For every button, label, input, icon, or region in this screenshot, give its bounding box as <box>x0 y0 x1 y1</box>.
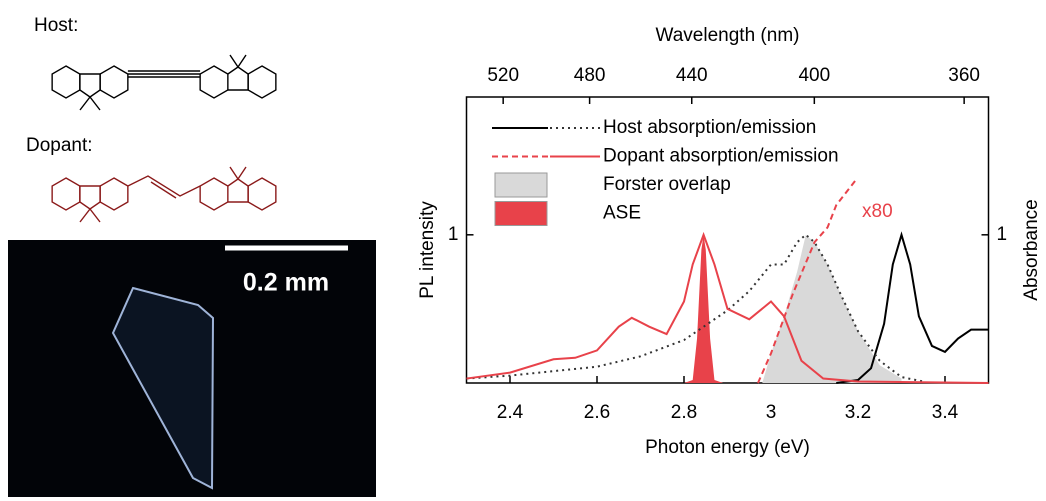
bond <box>227 66 249 91</box>
scale-label: 0.2 mm <box>243 269 329 297</box>
x2-axis-title: Wavelength (nm) <box>656 25 800 46</box>
x2-tick-label: 520 <box>487 65 519 86</box>
y2-tick-label: 1 <box>997 224 1008 245</box>
ring <box>99 65 129 99</box>
x-tick-label: 3.4 <box>932 402 959 423</box>
x-tick-label: 2.4 <box>497 402 524 423</box>
legend-swatch <box>494 201 548 226</box>
x-tick-label: 3 <box>766 402 777 423</box>
legend-label: Host absorption/emission <box>603 117 816 138</box>
legend-label: Forster overlap <box>603 174 731 195</box>
line <box>466 231 989 384</box>
ring <box>247 177 277 211</box>
chart: 2.4 2.6 2.8 3 3.2 3.4 520 480 440 400 360 1 1 Photon … <box>417 25 1042 458</box>
ring <box>99 177 129 211</box>
ring <box>199 177 229 211</box>
x2-tick-label: 400 <box>798 65 830 86</box>
bond <box>127 175 201 197</box>
host-label: Host: <box>34 15 78 36</box>
bond <box>79 95 101 111</box>
bond <box>229 166 247 181</box>
ring <box>247 65 277 99</box>
line <box>757 179 857 384</box>
annotation: x80 <box>862 201 893 222</box>
crystal <box>111 286 215 490</box>
x-tick-label: 2.8 <box>671 402 697 423</box>
y2-axis-title: Absorbance <box>1021 199 1042 300</box>
legend-label: Dopant absorption/emission <box>603 146 839 167</box>
bond <box>79 207 101 223</box>
y-tick-label: 1 <box>448 224 459 245</box>
area <box>684 234 724 383</box>
ring <box>51 65 81 99</box>
y-axis-title: PL intensity <box>417 201 438 299</box>
x-tick-label: 2.6 <box>584 402 610 423</box>
x2-tick-label: 360 <box>948 65 980 86</box>
bond <box>79 73 101 98</box>
dopant-label: Dopant: <box>26 135 93 156</box>
legend-swatch <box>494 172 548 198</box>
x2-tick-label: 480 <box>574 65 606 86</box>
ring <box>199 65 229 99</box>
line <box>836 231 989 384</box>
ring <box>51 177 81 211</box>
plot-frame <box>465 96 990 384</box>
bond <box>229 54 247 69</box>
x-axis-title: Photon energy (eV) <box>645 437 810 458</box>
bond <box>79 185 101 210</box>
line <box>466 233 924 383</box>
x-tick-label: 3.2 <box>845 402 871 423</box>
area <box>762 234 902 383</box>
bond <box>227 178 249 203</box>
x2-tick-label: 440 <box>676 65 708 86</box>
molecules <box>51 54 277 223</box>
legend-label: ASE <box>603 203 641 224</box>
bond <box>150 181 177 199</box>
